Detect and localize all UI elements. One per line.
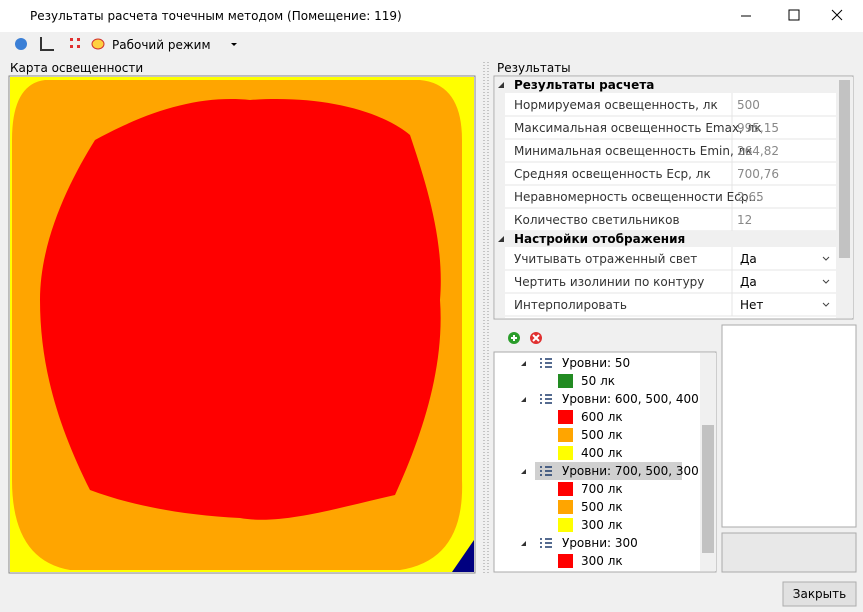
- grid-scroll-thumb: [839, 80, 850, 258]
- window-title: Результаты расчета точечным методом (Пом…: [30, 9, 402, 23]
- close-button[interactable]: [782, 581, 857, 607]
- level-swatch: [558, 500, 573, 514]
- level-swatch: [558, 518, 573, 532]
- property-label: Интерполировать: [514, 298, 627, 312]
- dropdown-chevron: [822, 302, 830, 307]
- level-item[interactable]: 700 лк: [581, 482, 623, 496]
- section-toggle: [498, 236, 504, 242]
- maximize[interactable]: [788, 9, 800, 21]
- property-value[interactable]: Да: [740, 275, 757, 289]
- section-title: Настройки отображения: [514, 232, 686, 246]
- grid-gutter: [495, 77, 505, 318]
- remove-level[interactable]: [532, 334, 540, 342]
- level-item[interactable]: 300 лк: [581, 554, 623, 568]
- tree-toggle: [521, 397, 526, 402]
- tree-toggle: [521, 361, 526, 366]
- mode-icon: [91, 38, 105, 50]
- level-item[interactable]: 400 лк: [581, 446, 623, 460]
- dropdown-chevron: [822, 256, 830, 261]
- property-label: Средняя освещенность Еср, лк: [514, 167, 711, 181]
- level-group[interactable]: Уровни: 50: [562, 356, 631, 370]
- map-title: Карта освещенности: [10, 61, 144, 75]
- property-value: 995,15: [737, 121, 779, 135]
- property-value: 500: [737, 98, 760, 112]
- level-swatch: [558, 428, 573, 442]
- level-group[interactable]: Уровни: 600, 500, 400: [562, 392, 699, 406]
- list-icon: [540, 538, 552, 548]
- property-label: Нормируемая освещенность, лк: [514, 98, 718, 112]
- property-value[interactable]: Да: [740, 252, 757, 266]
- refresh-icon[interactable]: [15, 38, 27, 50]
- dropdown-chevron: [822, 279, 830, 284]
- property-label: Чертить изолинии по контуру: [514, 275, 705, 289]
- section-header: [505, 77, 836, 93]
- level-group[interactable]: Уровни: 300: [562, 536, 638, 550]
- level-item[interactable]: 300 лк: [581, 518, 623, 532]
- grid-icon[interactable]: [70, 38, 80, 48]
- preview-box: [721, 324, 857, 528]
- list-icon: [540, 466, 552, 476]
- section-toggle: [498, 82, 504, 88]
- property-label: Учитывать отраженный свет: [514, 252, 698, 266]
- tree-toggle: [521, 469, 526, 474]
- results-title: Результаты: [497, 61, 571, 75]
- mode-dropdown[interactable]: [231, 43, 237, 46]
- level-group[interactable]: Уровни: 700, 500, 300: [562, 464, 699, 478]
- title-bar: [0, 0, 863, 32]
- property-label: Количество светильников: [514, 213, 680, 227]
- tree-scroll-thumb: [702, 425, 714, 553]
- list-icon: [540, 394, 552, 404]
- level-swatch: [558, 482, 573, 496]
- property-label: Максимальная освещенность Emax, лк: [514, 121, 762, 135]
- mode-select[interactable]: Рабочий режим: [112, 38, 211, 52]
- map-corner: [452, 540, 474, 572]
- level-swatch: [558, 374, 573, 388]
- selection: [535, 462, 682, 480]
- property-value[interactable]: Нет: [740, 298, 764, 312]
- level-swatch: [558, 410, 573, 424]
- toolbar: [0, 32, 863, 57]
- level-swatch: [558, 446, 573, 460]
- close-button-label[interactable]: Закрыть: [792, 587, 847, 601]
- level-swatch: [558, 554, 573, 568]
- property-value: 2,65: [737, 190, 764, 204]
- level-item[interactable]: 50 лк: [581, 374, 616, 388]
- property-value: 264,82: [737, 144, 779, 158]
- level-item[interactable]: 600 лк: [581, 410, 623, 424]
- section-header: [505, 231, 836, 247]
- section-title: Результаты расчета: [514, 78, 655, 92]
- tree-toggle: [521, 541, 526, 546]
- level-item[interactable]: 500 лк: [581, 500, 623, 514]
- property-label: Минимальная освещенность Emin, лк: [514, 144, 753, 158]
- close-x[interactable]: [831, 9, 843, 21]
- map-red: [40, 99, 441, 520]
- property-value: 12: [737, 213, 753, 227]
- list-icon: [540, 358, 552, 368]
- property-value: 700,76: [737, 167, 779, 181]
- property-label: Неравномерность освещенности Еср...: [514, 190, 760, 204]
- level-item[interactable]: 500 лк: [581, 428, 623, 442]
- add-level[interactable]: [511, 335, 517, 341]
- axis-icon[interactable]: [40, 37, 54, 51]
- preview-box-2: [721, 532, 857, 573]
